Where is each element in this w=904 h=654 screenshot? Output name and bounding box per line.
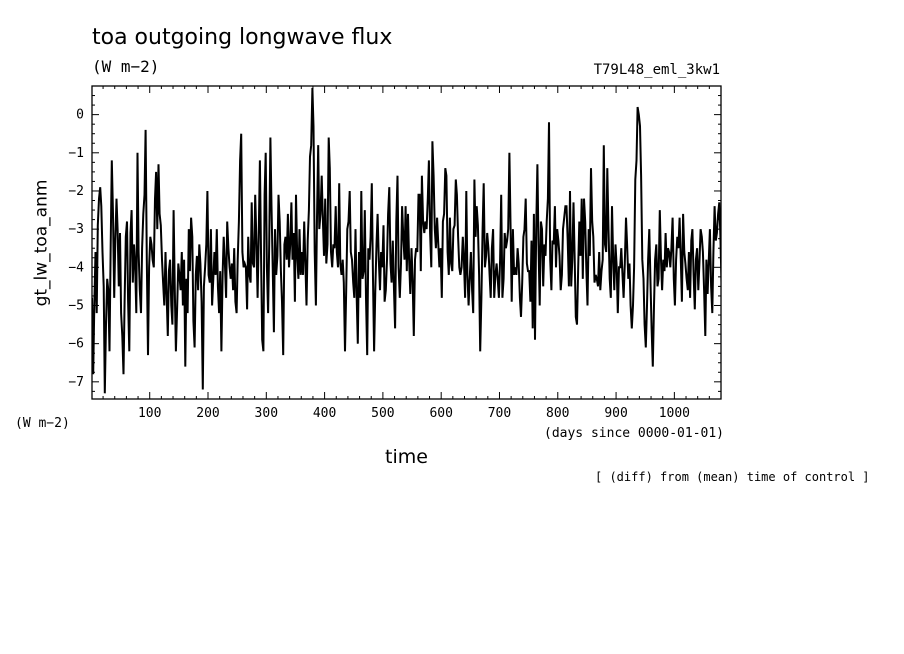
- x-tick-label: 200: [196, 406, 219, 421]
- x-tick-label: 700: [488, 406, 511, 421]
- y-tick-label: 0: [76, 108, 84, 123]
- plot-frame: [91, 85, 722, 400]
- x-tick-label: 400: [313, 406, 336, 421]
- run-name: T79L48_eml_3kw1: [593, 62, 720, 78]
- chart-units: (W m−2): [92, 57, 160, 76]
- x-tick-label: 900: [604, 406, 627, 421]
- x-tick-label: 100: [138, 406, 161, 421]
- x-tick-label: 500: [371, 406, 394, 421]
- y-tick-label: −5: [68, 298, 84, 313]
- chart-title: toa outgoing longwave flux: [92, 25, 393, 50]
- x-tick-label: 800: [546, 406, 569, 421]
- x-axis-units: (days since 0000-01-01): [544, 426, 725, 441]
- series-line-0: [92, 87, 721, 394]
- y-tick-label: −6: [68, 337, 84, 352]
- units-left-label: (W m−2): [15, 416, 70, 431]
- series-layer: [92, 87, 721, 394]
- y-tick-label: −4: [68, 260, 84, 275]
- x-tick-label: 600: [429, 406, 452, 421]
- x-axis-label: time: [385, 446, 428, 468]
- y-axis-label: gt_lw_toa_anm: [31, 179, 52, 307]
- y-tick-label: −2: [68, 184, 84, 199]
- x-tick-label: 1000: [659, 406, 690, 421]
- y-tick-label: −1: [68, 146, 84, 161]
- x-tick-label: 300: [255, 406, 278, 421]
- footer-note: [ (diff) from (mean) time of control ]: [595, 470, 870, 484]
- y-tick-label: −7: [68, 375, 84, 390]
- y-tick-label: −3: [68, 222, 84, 237]
